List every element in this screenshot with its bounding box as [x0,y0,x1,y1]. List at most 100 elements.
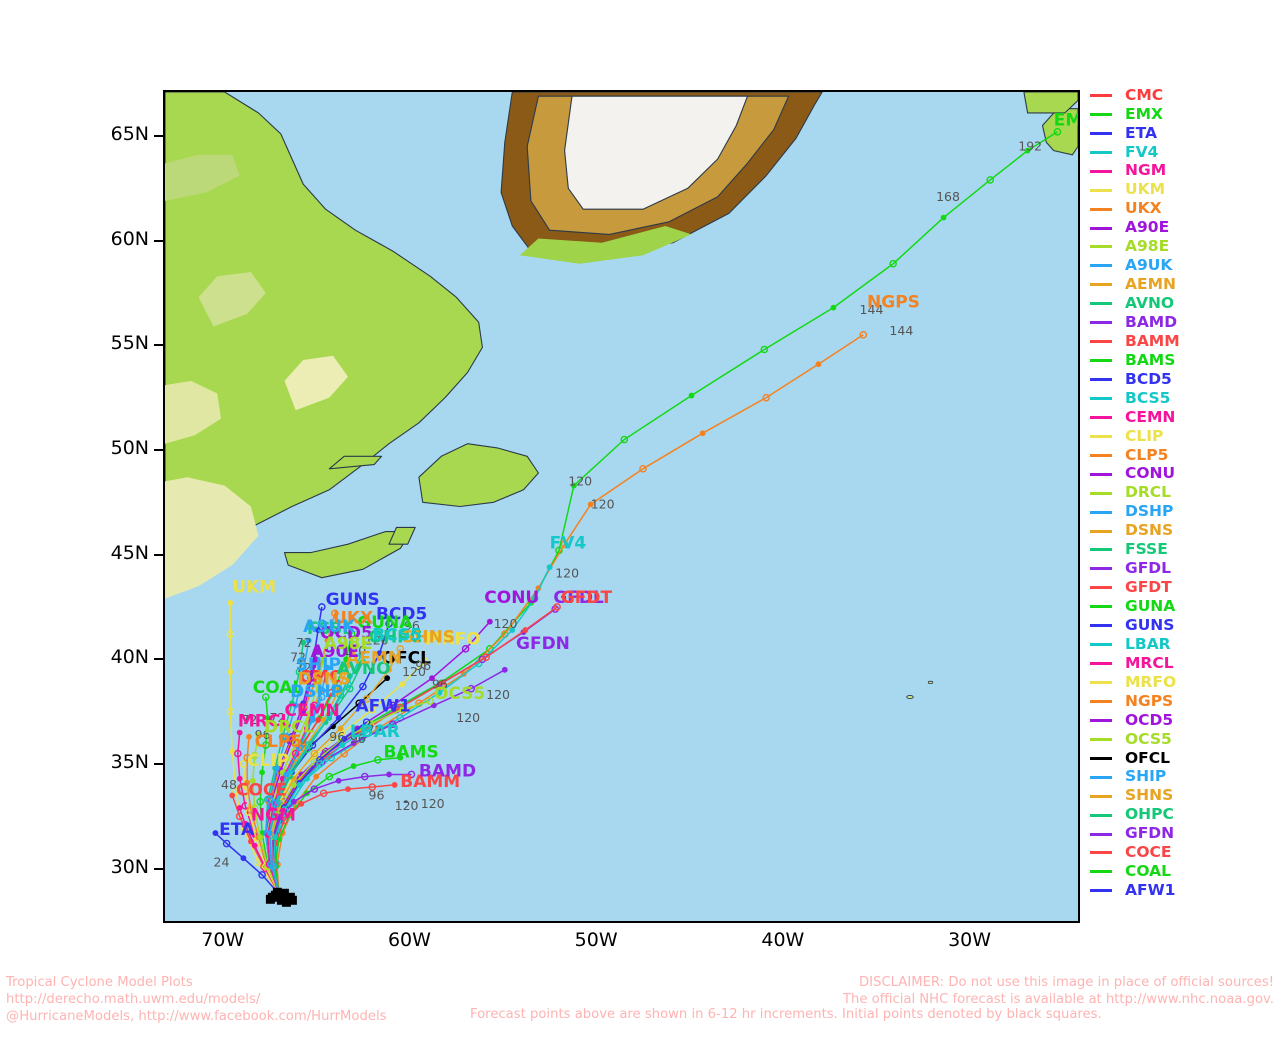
initial-points-markers [265,887,297,907]
track-ship [266,664,331,894]
track-label-fsse: FSSE [307,619,354,639]
track-label-afw1: AFW1 [355,697,410,717]
footer-left-line-1: Tropical Cyclone Model Plots [6,975,193,990]
legend-swatch [1090,548,1112,552]
footer-increment-note: Forecast points above are shown in 6-12 … [470,1007,1102,1022]
legend-item-guna[interactable]: GUNA [1090,597,1270,616]
legend-item-mrcl[interactable]: MRCL [1090,654,1270,673]
legend-item-a98e[interactable]: A98E [1090,238,1270,257]
legend-item-fsse[interactable]: FSSE [1090,541,1270,560]
legend-item-aemn[interactable]: AEMN [1090,275,1270,294]
legend-label: DRCL [1125,483,1172,502]
legend-item-lbar[interactable]: LBAR [1090,635,1270,654]
track-label-lbar: LBAR [350,722,400,742]
legend-item-ngps[interactable]: NGPS [1090,692,1270,711]
legend-item-afw1[interactable]: AFW1 [1090,881,1270,900]
legend-item-conu[interactable]: CONU [1090,465,1270,484]
map-plot-area[interactable]: 120144168192EMX120144NGPS120FV4120OFCL12… [163,90,1080,923]
legend-label: EMX [1125,104,1163,123]
track-label-guna: GUNA [357,613,413,633]
track-label-bcd5: BCD5 [376,605,427,625]
legend-item-cmc[interactable]: CMC [1090,86,1270,105]
legend-swatch [1090,396,1112,400]
footer-right-line-2[interactable]: The official NHC forecast is available a… [842,992,1274,1008]
legend-item-gfdn[interactable]: GFDN [1090,825,1270,844]
legend-item-ocs5[interactable]: OCS5 [1090,730,1270,749]
legend-item-gfdt[interactable]: GFDT [1090,578,1270,597]
track-label-fv4: FV4 [550,533,587,553]
legend-item-drcl[interactable]: DRCL [1090,484,1270,503]
legend-item-gfdl[interactable]: GFDL [1090,559,1270,578]
legend-label: GUNA [1125,597,1176,616]
legend-item-ohpc[interactable]: OHPC [1090,806,1270,825]
track-label-emx: EMX [1054,110,1078,130]
legend-item-ofcl[interactable]: OFCL [1090,749,1270,768]
legend-swatch [1090,321,1112,325]
track-label-coce: COCE [236,780,287,800]
legend-item-ukm[interactable]: UKM [1090,181,1270,200]
footer-left-line-3[interactable]: @HurricaneModels, http://www.facebook.co… [6,1009,387,1025]
legend-swatch [1090,813,1112,817]
track-label-ukx: UKX [333,609,373,629]
legend-item-ngm[interactable]: NGM [1090,162,1270,181]
legend-item-emx[interactable]: EMX [1090,105,1270,124]
legend-swatch [1090,681,1112,685]
hour-label: 120 [342,643,366,658]
legend-item-clip[interactable]: CLIP [1090,427,1270,446]
legend-swatch [1090,472,1112,476]
model-labels-layer: 120144168192EMX120144NGPS120FV4120OFCL12… [214,110,1078,869]
legend-item-a90e[interactable]: A90E [1090,219,1270,238]
hour-label: 120 [365,633,389,648]
legend-item-bamd[interactable]: BAMD [1090,313,1270,332]
ytick-mark [154,553,163,556]
xtick-label: 60W [387,929,431,951]
legend-label: LBAR [1125,634,1171,653]
legend-item-ship[interactable]: SHIP [1090,768,1270,787]
track-label-eta: ETA [219,820,255,840]
legend-item-ocd5[interactable]: OCD5 [1090,711,1270,730]
legend-item-ukx[interactable]: UKX [1090,200,1270,219]
legend-item-coce[interactable]: COCE [1090,844,1270,863]
legend-swatch [1090,605,1112,609]
legend-item-bamm[interactable]: BAMM [1090,332,1270,351]
legend-item-eta[interactable]: ETA [1090,124,1270,143]
footer-left-line-2[interactable]: http://derecho.math.uwm.edu/models/ [6,992,261,1008]
track-label-a90e: A90E [311,642,359,662]
track-label-bamd: BAMD [419,762,476,782]
legend-item-bcd5[interactable]: BCD5 [1090,370,1270,389]
hour-label: 120 [486,687,510,702]
hour-label: 96 [369,788,385,803]
track-label-ukm: UKM [232,577,276,597]
legend-swatch [1090,567,1112,571]
legend-swatch [1090,264,1112,268]
legend-item-avno[interactable]: AVNO [1090,294,1270,313]
legend-item-dshp[interactable]: DSHP [1090,503,1270,522]
legend-swatch [1090,169,1112,173]
track-label-ngm: NGM [251,806,296,826]
legend-item-cemn[interactable]: CEMN [1090,408,1270,427]
legend-item-bcs5[interactable]: BCS5 [1090,389,1270,408]
ytick-mark [154,344,163,347]
legend-item-bams[interactable]: BAMS [1090,351,1270,370]
legend-swatch [1090,359,1112,363]
legend-swatch [1090,150,1112,154]
footer: Tropical Cyclone Model Plots http://dere… [0,972,1280,1024]
model-legend[interactable]: CMC EMX ETA FV4 NGM UKM UKX A90E A98E A9UK AEMN AVN… [1090,86,1270,900]
legend-swatch [1090,283,1112,287]
legend-item-fv4[interactable]: FV4 [1090,143,1270,162]
legend-item-guns[interactable]: GUNS [1090,616,1270,635]
legend-item-mrfo[interactable]: MRFO [1090,673,1270,692]
track-ukm [226,599,280,895]
track-label-gfdt: GFDT [561,588,613,608]
legend-item-shns[interactable]: SHNS [1090,787,1270,806]
legend-item-clp5[interactable]: CLP5 [1090,446,1270,465]
legend-swatch [1090,718,1112,722]
legend-label: GFDN [1125,824,1175,843]
legend-item-a9uk[interactable]: A9UK [1090,256,1270,275]
legend-item-coal[interactable]: COAL [1090,862,1270,881]
legend-item-dsns[interactable]: DSNS [1090,522,1270,541]
legend-swatch [1090,207,1112,211]
ytick-mark [154,867,163,870]
legend-swatch [1090,624,1112,628]
ytick-label: 30N [110,855,149,878]
